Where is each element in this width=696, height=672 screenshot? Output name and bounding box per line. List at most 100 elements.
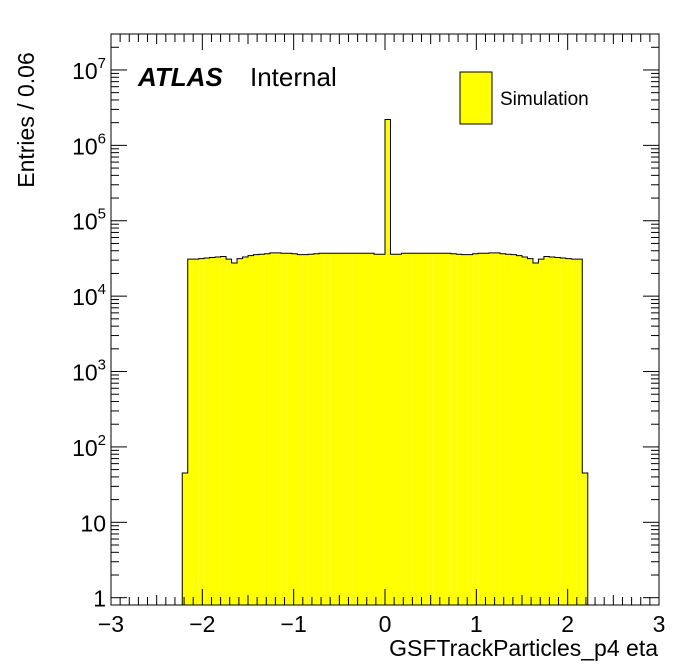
histogram-bin-31 xyxy=(352,253,358,605)
histogram-bin-45 xyxy=(428,253,435,605)
x-tick-labels: −3 −2 −1 0 1 2 3 xyxy=(98,611,666,637)
histogram-bin-73 xyxy=(582,473,588,605)
histogram-bin-44 xyxy=(423,253,429,605)
y-tick-labels: 1 10 102 103 104 105 106 107 xyxy=(72,55,106,612)
histogram-bin-7 xyxy=(220,256,227,605)
histogram-bin-29 xyxy=(341,253,347,605)
histogram-bin-69 xyxy=(560,258,566,605)
histogram-bin-36 xyxy=(379,254,385,606)
legend-label: Simulation xyxy=(500,89,589,110)
histogram-bin-1 xyxy=(187,259,194,605)
axis-ticks xyxy=(110,33,660,605)
histogram-bin-38 xyxy=(390,254,396,606)
histogram-bin-25 xyxy=(319,253,325,605)
x-tick-label: 2 xyxy=(561,611,574,637)
y-tick-label: 1 xyxy=(93,586,106,612)
histogram-bin-34 xyxy=(368,253,375,605)
histogram-bin-24 xyxy=(313,253,320,605)
y-tick-label: 107 xyxy=(72,55,106,84)
histogram-bin-40 xyxy=(401,253,407,605)
internal-label: Internal xyxy=(250,62,337,92)
histogram-bin-32 xyxy=(357,253,364,605)
histogram-bin-17 xyxy=(275,252,281,605)
x-tick-label: 1 xyxy=(470,611,483,637)
atlas-label: ATLAS xyxy=(137,62,223,92)
histogram-bin-67 xyxy=(549,257,555,605)
histogram-bin-49 xyxy=(450,253,457,605)
histogram-bin-18 xyxy=(280,253,287,605)
histogram-bin-61 xyxy=(516,255,522,605)
histogram-bin-54 xyxy=(478,253,484,605)
histogram-bin-55 xyxy=(483,253,490,605)
histogram-bin-28 xyxy=(335,253,342,605)
histogram-bin-35 xyxy=(374,254,380,606)
histogram-bin-0 xyxy=(182,473,188,605)
histogram-bin-63 xyxy=(527,258,533,605)
histogram-bin-60 xyxy=(511,254,517,605)
histogram-bin-33 xyxy=(363,253,369,605)
histogram-bin-47 xyxy=(439,253,446,605)
histogram-bin-64 xyxy=(532,263,539,605)
histogram-bin-66 xyxy=(543,256,550,605)
histogram-bin-52 xyxy=(467,254,473,605)
histogram-bin-23 xyxy=(308,254,314,606)
histogram-bin-12 xyxy=(248,255,254,605)
histogram-bin-46 xyxy=(434,253,440,605)
histogram-bin-5 xyxy=(209,257,216,605)
histogram-bin-4 xyxy=(204,258,210,605)
y-tick-label: 10 xyxy=(80,510,106,536)
histogram-bin-16 xyxy=(269,252,276,605)
histogram-bin-70 xyxy=(565,258,572,605)
y-tick-label: 106 xyxy=(72,130,106,159)
histogram-bin-13 xyxy=(253,254,259,605)
histogram-bin-14 xyxy=(258,254,265,606)
histogram-bin-71 xyxy=(571,259,577,605)
histogram-bin-62 xyxy=(522,257,528,605)
histogram-bin-22 xyxy=(302,254,309,605)
histogram-bin-68 xyxy=(554,257,561,605)
histogram-bin-26 xyxy=(324,253,331,605)
histogram-bin-53 xyxy=(472,253,479,605)
histogram-bin-72 xyxy=(576,259,583,605)
histogram-bin-51 xyxy=(461,254,468,605)
histogram-bin-59 xyxy=(505,254,512,606)
histogram-bin-58 xyxy=(500,253,506,605)
histogram-bars xyxy=(181,119,589,606)
histogram-bin-19 xyxy=(286,253,292,605)
histogram-bin-50 xyxy=(456,254,462,606)
histogram-bin-48 xyxy=(445,253,451,605)
histogram-bin-56 xyxy=(489,252,495,605)
x-tick-label: −1 xyxy=(281,611,307,637)
histogram-bin-20 xyxy=(291,253,298,605)
x-tick-label: 0 xyxy=(379,611,392,637)
histogram-bin-3 xyxy=(198,258,205,605)
histogram-bin-39 xyxy=(395,254,402,606)
histogram-bin-27 xyxy=(330,253,336,605)
histogram-bin-30 xyxy=(346,253,353,605)
y-tick-label: 105 xyxy=(72,206,106,235)
histogram-bin-8 xyxy=(226,259,232,605)
y-tick-label: 102 xyxy=(72,432,106,461)
histogram-bin-37 xyxy=(385,119,391,605)
y-tick-label: 103 xyxy=(72,357,106,386)
x-tick-label: 3 xyxy=(653,611,666,637)
histogram-bin-11 xyxy=(242,257,248,605)
histogram-bin-10 xyxy=(237,258,243,605)
histogram-bin-15 xyxy=(264,253,270,605)
legend-swatch xyxy=(459,71,493,125)
histogram-bin-9 xyxy=(231,263,238,605)
x-axis-title: GSFTrackParticles_p4 eta xyxy=(389,635,658,661)
histogram-outline xyxy=(181,119,589,605)
histogram-bin-42 xyxy=(412,253,418,605)
x-tick-label: −3 xyxy=(98,611,124,637)
histogram-bin-65 xyxy=(538,259,544,605)
histogram-bin-57 xyxy=(494,252,501,605)
histogram-bin-21 xyxy=(297,254,303,605)
histogram-bin-2 xyxy=(193,259,199,605)
y-axis-title: Entries / 0.06 xyxy=(13,52,39,188)
plot-frame xyxy=(110,33,660,606)
x-tick-label: −2 xyxy=(189,611,215,637)
histogram-bin-41 xyxy=(406,253,413,605)
histogram-bin-43 xyxy=(417,253,424,605)
